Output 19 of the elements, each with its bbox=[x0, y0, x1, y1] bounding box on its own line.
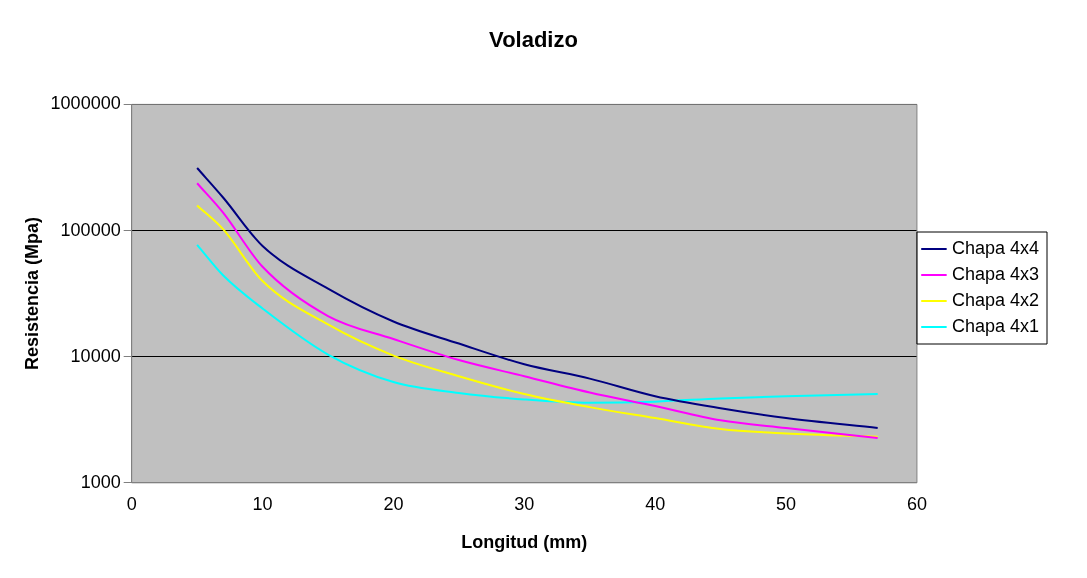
line-series bbox=[196, 243, 879, 404]
x-tick-label: 50 bbox=[776, 493, 797, 514]
y-tick-label: 10000 bbox=[70, 345, 121, 366]
legend-label: Chapa 4x1 bbox=[951, 315, 1040, 336]
legend-label: Chapa 4x3 bbox=[951, 263, 1040, 284]
y-tick-label: 1000 bbox=[80, 471, 121, 492]
x-tick-label: 10 bbox=[252, 493, 273, 514]
y-tick-label: 100000 bbox=[60, 219, 121, 240]
x-tick-label: 60 bbox=[906, 493, 927, 514]
x-tick-label: 30 bbox=[514, 493, 535, 514]
legend-label: Chapa 4x4 bbox=[951, 237, 1040, 258]
y-axis-title: Resistencia (Mpa) bbox=[21, 217, 42, 371]
legend-label: Chapa 4x2 bbox=[951, 289, 1040, 310]
y-tick-label: 1000000 bbox=[50, 93, 121, 114]
x-axis-title: Longitud (mm) bbox=[461, 532, 588, 553]
chart-title: Voladizo bbox=[489, 27, 578, 53]
x-tick-label: 40 bbox=[645, 493, 666, 514]
x-tick-label: 20 bbox=[383, 493, 404, 514]
x-tick-label: 0 bbox=[126, 493, 137, 514]
